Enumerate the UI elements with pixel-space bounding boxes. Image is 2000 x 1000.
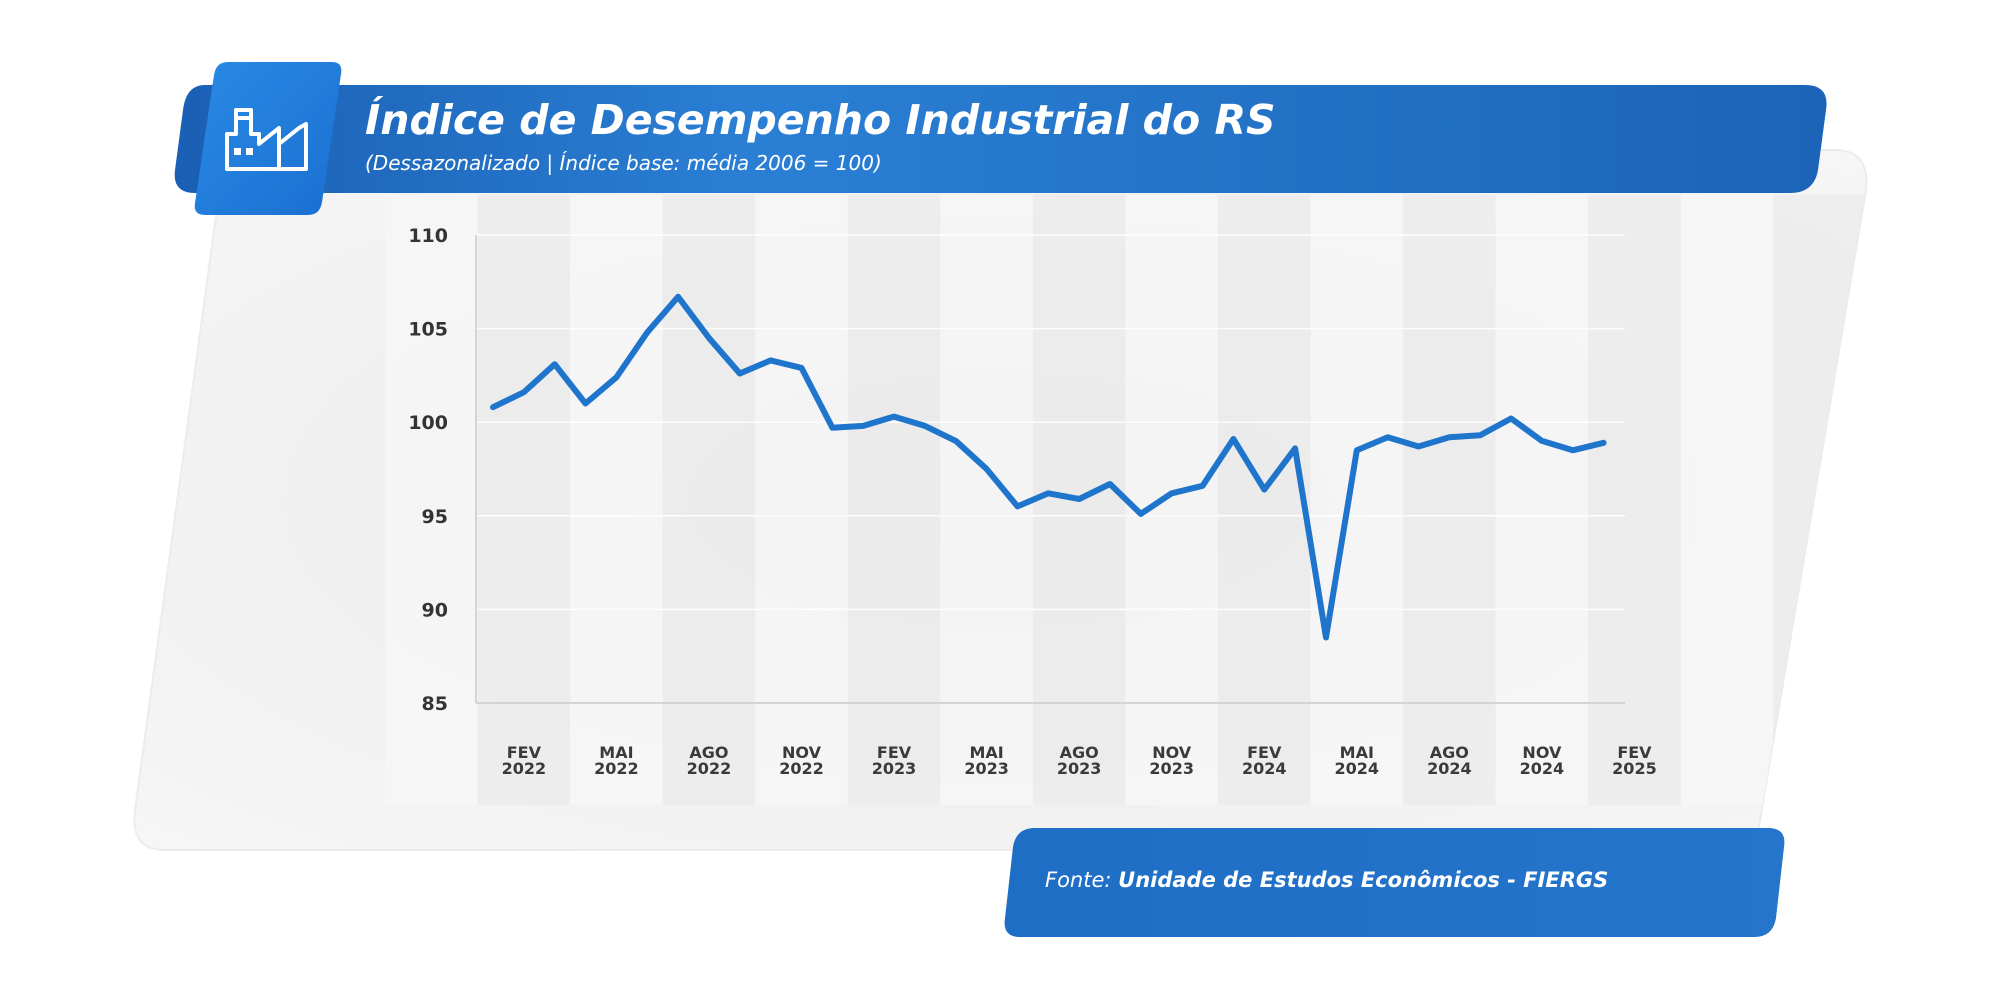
x-tick-year: 2022 bbox=[687, 759, 732, 778]
page-title: Índice de Desempenho Industrial do RS bbox=[365, 96, 1276, 144]
x-tick-month: NOV bbox=[1152, 743, 1192, 762]
x-tick-month: FEV bbox=[1617, 743, 1652, 762]
x-tick-month: FEV bbox=[877, 743, 912, 762]
chart-band bbox=[1310, 195, 1404, 805]
source-credit: Fonte: Unidade de Estudos Econômicos - F… bbox=[1045, 868, 1608, 892]
chart-band bbox=[662, 195, 756, 805]
chart-band bbox=[755, 195, 848, 805]
x-tick-month: AGO bbox=[1430, 743, 1469, 762]
chart-grid bbox=[476, 234, 1625, 611]
x-tick-label: FEV 2023 bbox=[872, 743, 917, 778]
series-line bbox=[490, 293, 1607, 641]
x-tick-month: MAI bbox=[1340, 743, 1374, 762]
x-tick-label: NOV 2024 bbox=[1520, 743, 1565, 778]
x-tick-label: FEV 2022 bbox=[502, 743, 547, 778]
chart-band bbox=[1495, 195, 1589, 805]
chart-band bbox=[1680, 195, 1774, 805]
factory-icon bbox=[225, 108, 308, 171]
x-tick-label: MAI 2023 bbox=[964, 743, 1009, 778]
y-tick-label: 105 bbox=[408, 319, 448, 341]
x-tick-month: MAI bbox=[599, 743, 633, 762]
x-tick-year: 2022 bbox=[594, 759, 639, 778]
x-tick-label: AGO 2024 bbox=[1427, 743, 1472, 778]
source-name: Unidade de Estudos Econômicos - FIERGS bbox=[1118, 868, 1609, 892]
x-tick-month: FEV bbox=[507, 743, 542, 762]
chart-band bbox=[1217, 195, 1311, 805]
source-prefix: Fonte: bbox=[1045, 868, 1112, 892]
x-tick-month: MAI bbox=[969, 743, 1003, 762]
x-tick-label: FEV 2025 bbox=[1612, 743, 1657, 778]
x-tick-month: NOV bbox=[1522, 743, 1562, 762]
x-tick-year: 2023 bbox=[964, 759, 1009, 778]
x-tick-year: 2023 bbox=[1057, 759, 1102, 778]
x-tick-label: MAI 2024 bbox=[1335, 743, 1380, 778]
series-group bbox=[490, 293, 1607, 641]
x-tick-month: AGO bbox=[689, 743, 728, 762]
x-tick-label: FEV 2024 bbox=[1242, 743, 1287, 778]
page-subtitle: (Dessazonalizado | Índice base: média 20… bbox=[365, 151, 882, 175]
chart-band bbox=[1125, 195, 1218, 805]
x-tick-label: AGO 2023 bbox=[1057, 743, 1102, 778]
x-tick-month: FEV bbox=[1247, 743, 1282, 762]
x-tick-label: NOV 2022 bbox=[779, 743, 824, 778]
y-tick-label: 95 bbox=[422, 506, 448, 528]
x-tick-year: 2024 bbox=[1520, 759, 1565, 778]
chart-band bbox=[570, 195, 663, 805]
y-tick-labels: 85 90 95 100 105 110 bbox=[408, 225, 448, 715]
x-tick-year: 2023 bbox=[1149, 759, 1194, 778]
chart-band bbox=[847, 195, 941, 805]
x-tick-label: MAI 2022 bbox=[594, 743, 639, 778]
x-tick-year: 2025 bbox=[1612, 759, 1657, 778]
chart-band bbox=[1773, 195, 1866, 805]
chart-band bbox=[385, 195, 478, 805]
x-tick-year: 2022 bbox=[502, 759, 547, 778]
x-tick-month: AGO bbox=[1060, 743, 1099, 762]
x-tick-month: NOV bbox=[782, 743, 822, 762]
source-box bbox=[1004, 828, 1785, 937]
x-tick-year: 2024 bbox=[1242, 759, 1287, 778]
y-tick-label: 85 bbox=[422, 693, 448, 715]
y-tick-label: 110 bbox=[408, 225, 448, 247]
chart-band bbox=[1588, 195, 1681, 805]
header-banner bbox=[174, 85, 1827, 193]
chart-band bbox=[1403, 195, 1496, 805]
x-tick-year: 2024 bbox=[1335, 759, 1380, 778]
y-tick-label: 100 bbox=[408, 412, 448, 434]
x-tick-label: NOV 2023 bbox=[1149, 743, 1194, 778]
chart-band bbox=[477, 195, 571, 805]
y-tick-label: 90 bbox=[422, 599, 448, 621]
x-tick-year: 2023 bbox=[872, 759, 917, 778]
x-tick-label: AGO 2022 bbox=[687, 743, 732, 778]
x-tick-year: 2022 bbox=[779, 759, 824, 778]
chart-band bbox=[940, 195, 1033, 805]
x-tick-year: 2024 bbox=[1427, 759, 1472, 778]
